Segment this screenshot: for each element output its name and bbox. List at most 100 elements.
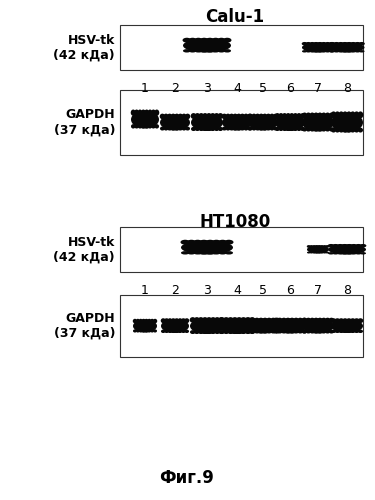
- Ellipse shape: [206, 330, 212, 334]
- Ellipse shape: [346, 330, 351, 333]
- Ellipse shape: [306, 127, 311, 132]
- Ellipse shape: [214, 330, 220, 334]
- Ellipse shape: [138, 124, 142, 128]
- Ellipse shape: [248, 114, 253, 119]
- Ellipse shape: [293, 330, 299, 334]
- Ellipse shape: [285, 330, 291, 334]
- Ellipse shape: [131, 110, 159, 128]
- Ellipse shape: [310, 252, 313, 254]
- Ellipse shape: [270, 126, 274, 130]
- Ellipse shape: [325, 330, 330, 334]
- Ellipse shape: [136, 330, 140, 332]
- Ellipse shape: [321, 330, 326, 334]
- Ellipse shape: [199, 127, 204, 131]
- Ellipse shape: [190, 113, 196, 119]
- Ellipse shape: [339, 128, 344, 132]
- Ellipse shape: [223, 330, 229, 334]
- Ellipse shape: [168, 330, 172, 333]
- Ellipse shape: [202, 317, 208, 322]
- Ellipse shape: [226, 126, 230, 130]
- Ellipse shape: [346, 42, 352, 45]
- Ellipse shape: [195, 113, 200, 119]
- Ellipse shape: [285, 318, 291, 323]
- Ellipse shape: [350, 112, 355, 118]
- Ellipse shape: [218, 240, 227, 244]
- Ellipse shape: [306, 318, 311, 323]
- Ellipse shape: [342, 330, 348, 333]
- Ellipse shape: [278, 113, 284, 119]
- Ellipse shape: [164, 330, 169, 333]
- Ellipse shape: [266, 330, 272, 334]
- Ellipse shape: [342, 318, 348, 323]
- Ellipse shape: [293, 318, 299, 323]
- Ellipse shape: [306, 42, 311, 45]
- Ellipse shape: [251, 114, 257, 119]
- Ellipse shape: [144, 319, 148, 324]
- Ellipse shape: [354, 112, 360, 118]
- Ellipse shape: [323, 252, 326, 254]
- Ellipse shape: [178, 126, 183, 130]
- Ellipse shape: [218, 251, 227, 254]
- Ellipse shape: [160, 114, 165, 119]
- Ellipse shape: [328, 244, 334, 248]
- Ellipse shape: [258, 114, 264, 119]
- Ellipse shape: [244, 317, 251, 322]
- Ellipse shape: [245, 330, 251, 334]
- Text: 2: 2: [171, 82, 179, 95]
- Ellipse shape: [190, 317, 196, 322]
- Ellipse shape: [313, 318, 319, 323]
- Ellipse shape: [198, 113, 204, 119]
- Ellipse shape: [314, 330, 319, 334]
- Ellipse shape: [163, 114, 169, 119]
- Ellipse shape: [206, 38, 214, 43]
- Ellipse shape: [164, 126, 168, 130]
- Ellipse shape: [302, 50, 307, 52]
- Ellipse shape: [206, 240, 215, 244]
- Ellipse shape: [181, 251, 189, 254]
- Ellipse shape: [254, 330, 260, 334]
- Text: 3: 3: [203, 284, 211, 297]
- Ellipse shape: [328, 318, 334, 323]
- Ellipse shape: [275, 113, 280, 119]
- Ellipse shape: [194, 330, 200, 334]
- Ellipse shape: [306, 50, 311, 52]
- Ellipse shape: [240, 126, 245, 130]
- Ellipse shape: [151, 110, 156, 116]
- Ellipse shape: [331, 112, 336, 118]
- Ellipse shape: [241, 330, 246, 334]
- Ellipse shape: [309, 245, 314, 248]
- Ellipse shape: [350, 318, 355, 323]
- Ellipse shape: [252, 126, 257, 130]
- Ellipse shape: [302, 318, 307, 323]
- Ellipse shape: [183, 38, 231, 52]
- Ellipse shape: [211, 38, 220, 43]
- Ellipse shape: [289, 318, 295, 323]
- Ellipse shape: [223, 317, 230, 322]
- Ellipse shape: [330, 42, 364, 52]
- Ellipse shape: [281, 318, 287, 323]
- Ellipse shape: [338, 318, 344, 323]
- Ellipse shape: [358, 42, 365, 45]
- Ellipse shape: [144, 330, 148, 332]
- Ellipse shape: [321, 127, 326, 132]
- Ellipse shape: [279, 127, 284, 131]
- Ellipse shape: [357, 318, 363, 323]
- Ellipse shape: [228, 330, 233, 334]
- Ellipse shape: [302, 42, 334, 52]
- Ellipse shape: [178, 330, 182, 333]
- Ellipse shape: [198, 317, 204, 322]
- Ellipse shape: [190, 318, 224, 334]
- Ellipse shape: [246, 318, 252, 323]
- Ellipse shape: [227, 317, 234, 322]
- Ellipse shape: [328, 244, 366, 254]
- Ellipse shape: [326, 252, 329, 254]
- Ellipse shape: [321, 42, 327, 45]
- Ellipse shape: [317, 42, 323, 45]
- Ellipse shape: [181, 318, 186, 323]
- Ellipse shape: [314, 127, 319, 132]
- Ellipse shape: [174, 318, 179, 323]
- Ellipse shape: [181, 114, 187, 119]
- Ellipse shape: [335, 330, 340, 333]
- Ellipse shape: [350, 330, 355, 333]
- Ellipse shape: [223, 49, 231, 52]
